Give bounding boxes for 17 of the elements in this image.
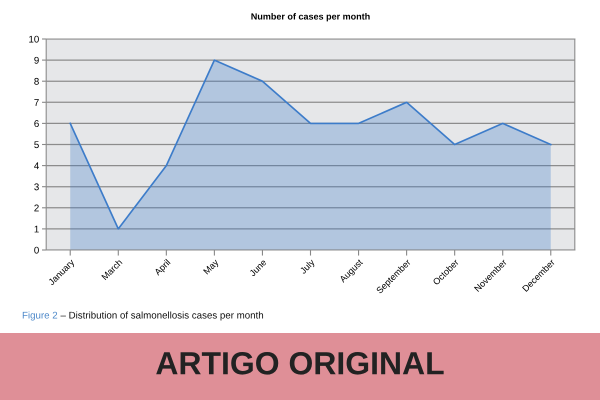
text: ARTIGO ORIGINAL <box>156 352 444 375</box>
y-tick-label: 10 <box>29 36 39 43</box>
y-tick-label: 5 <box>34 141 39 148</box>
y-tick-label: 7 <box>34 99 39 106</box>
caption: Figure 2 <box>22 311 58 321</box>
x-tick-label: July <box>299 258 316 276</box>
text: – Distribution of salmonellosis cases per month <box>60 311 264 321</box>
y-tick-label: 1 <box>34 226 39 232</box>
x-tick-label: May <box>203 258 220 276</box>
chart-title: Number of cases per month <box>251 13 370 22</box>
y-tick-label: 9 <box>34 56 39 64</box>
y-tick-label: 4 <box>34 162 39 170</box>
y-tick-label: 6 <box>34 120 39 128</box>
y-tick-label: 2 <box>34 204 39 212</box>
y-tick-label: 8 <box>34 78 39 85</box>
y-tick-label: 0 <box>34 246 39 254</box>
y-tick-label: 3 <box>34 183 39 190</box>
